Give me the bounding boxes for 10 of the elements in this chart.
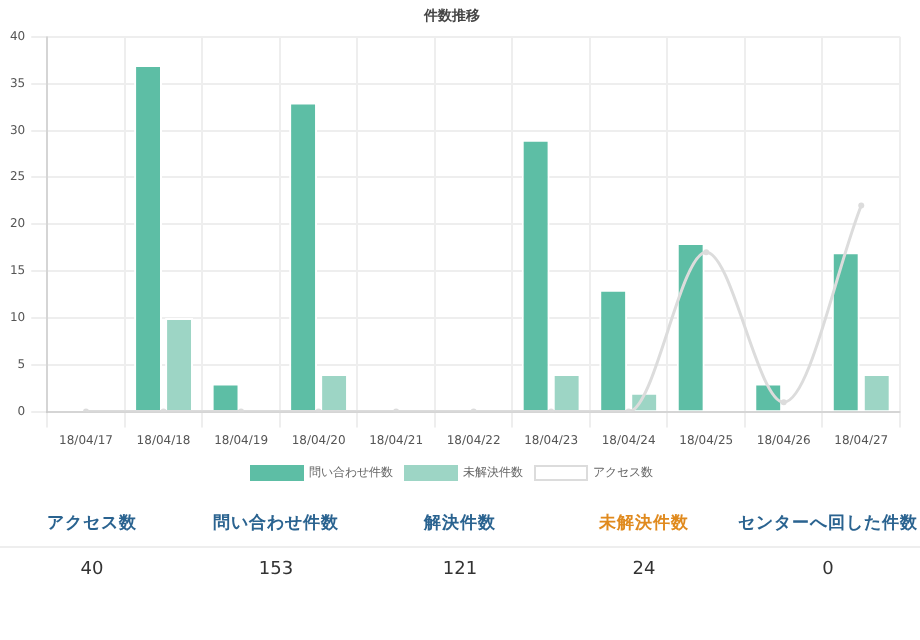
- data-label: 121: [440, 560, 480, 580]
- data-label: 40: [78, 560, 106, 580]
- category-label: 問い合わせ件数: [211, 512, 341, 536]
- data-label: 153: [256, 560, 296, 580]
- data-label: 0: [820, 560, 836, 580]
- category-label: 解決件数: [421, 512, 498, 536]
- category-label: センターへ回した件数: [736, 512, 920, 536]
- data-label: 24: [630, 560, 658, 580]
- category-label: 未解決件数: [597, 512, 691, 536]
- category-label: アクセス数: [45, 512, 139, 536]
